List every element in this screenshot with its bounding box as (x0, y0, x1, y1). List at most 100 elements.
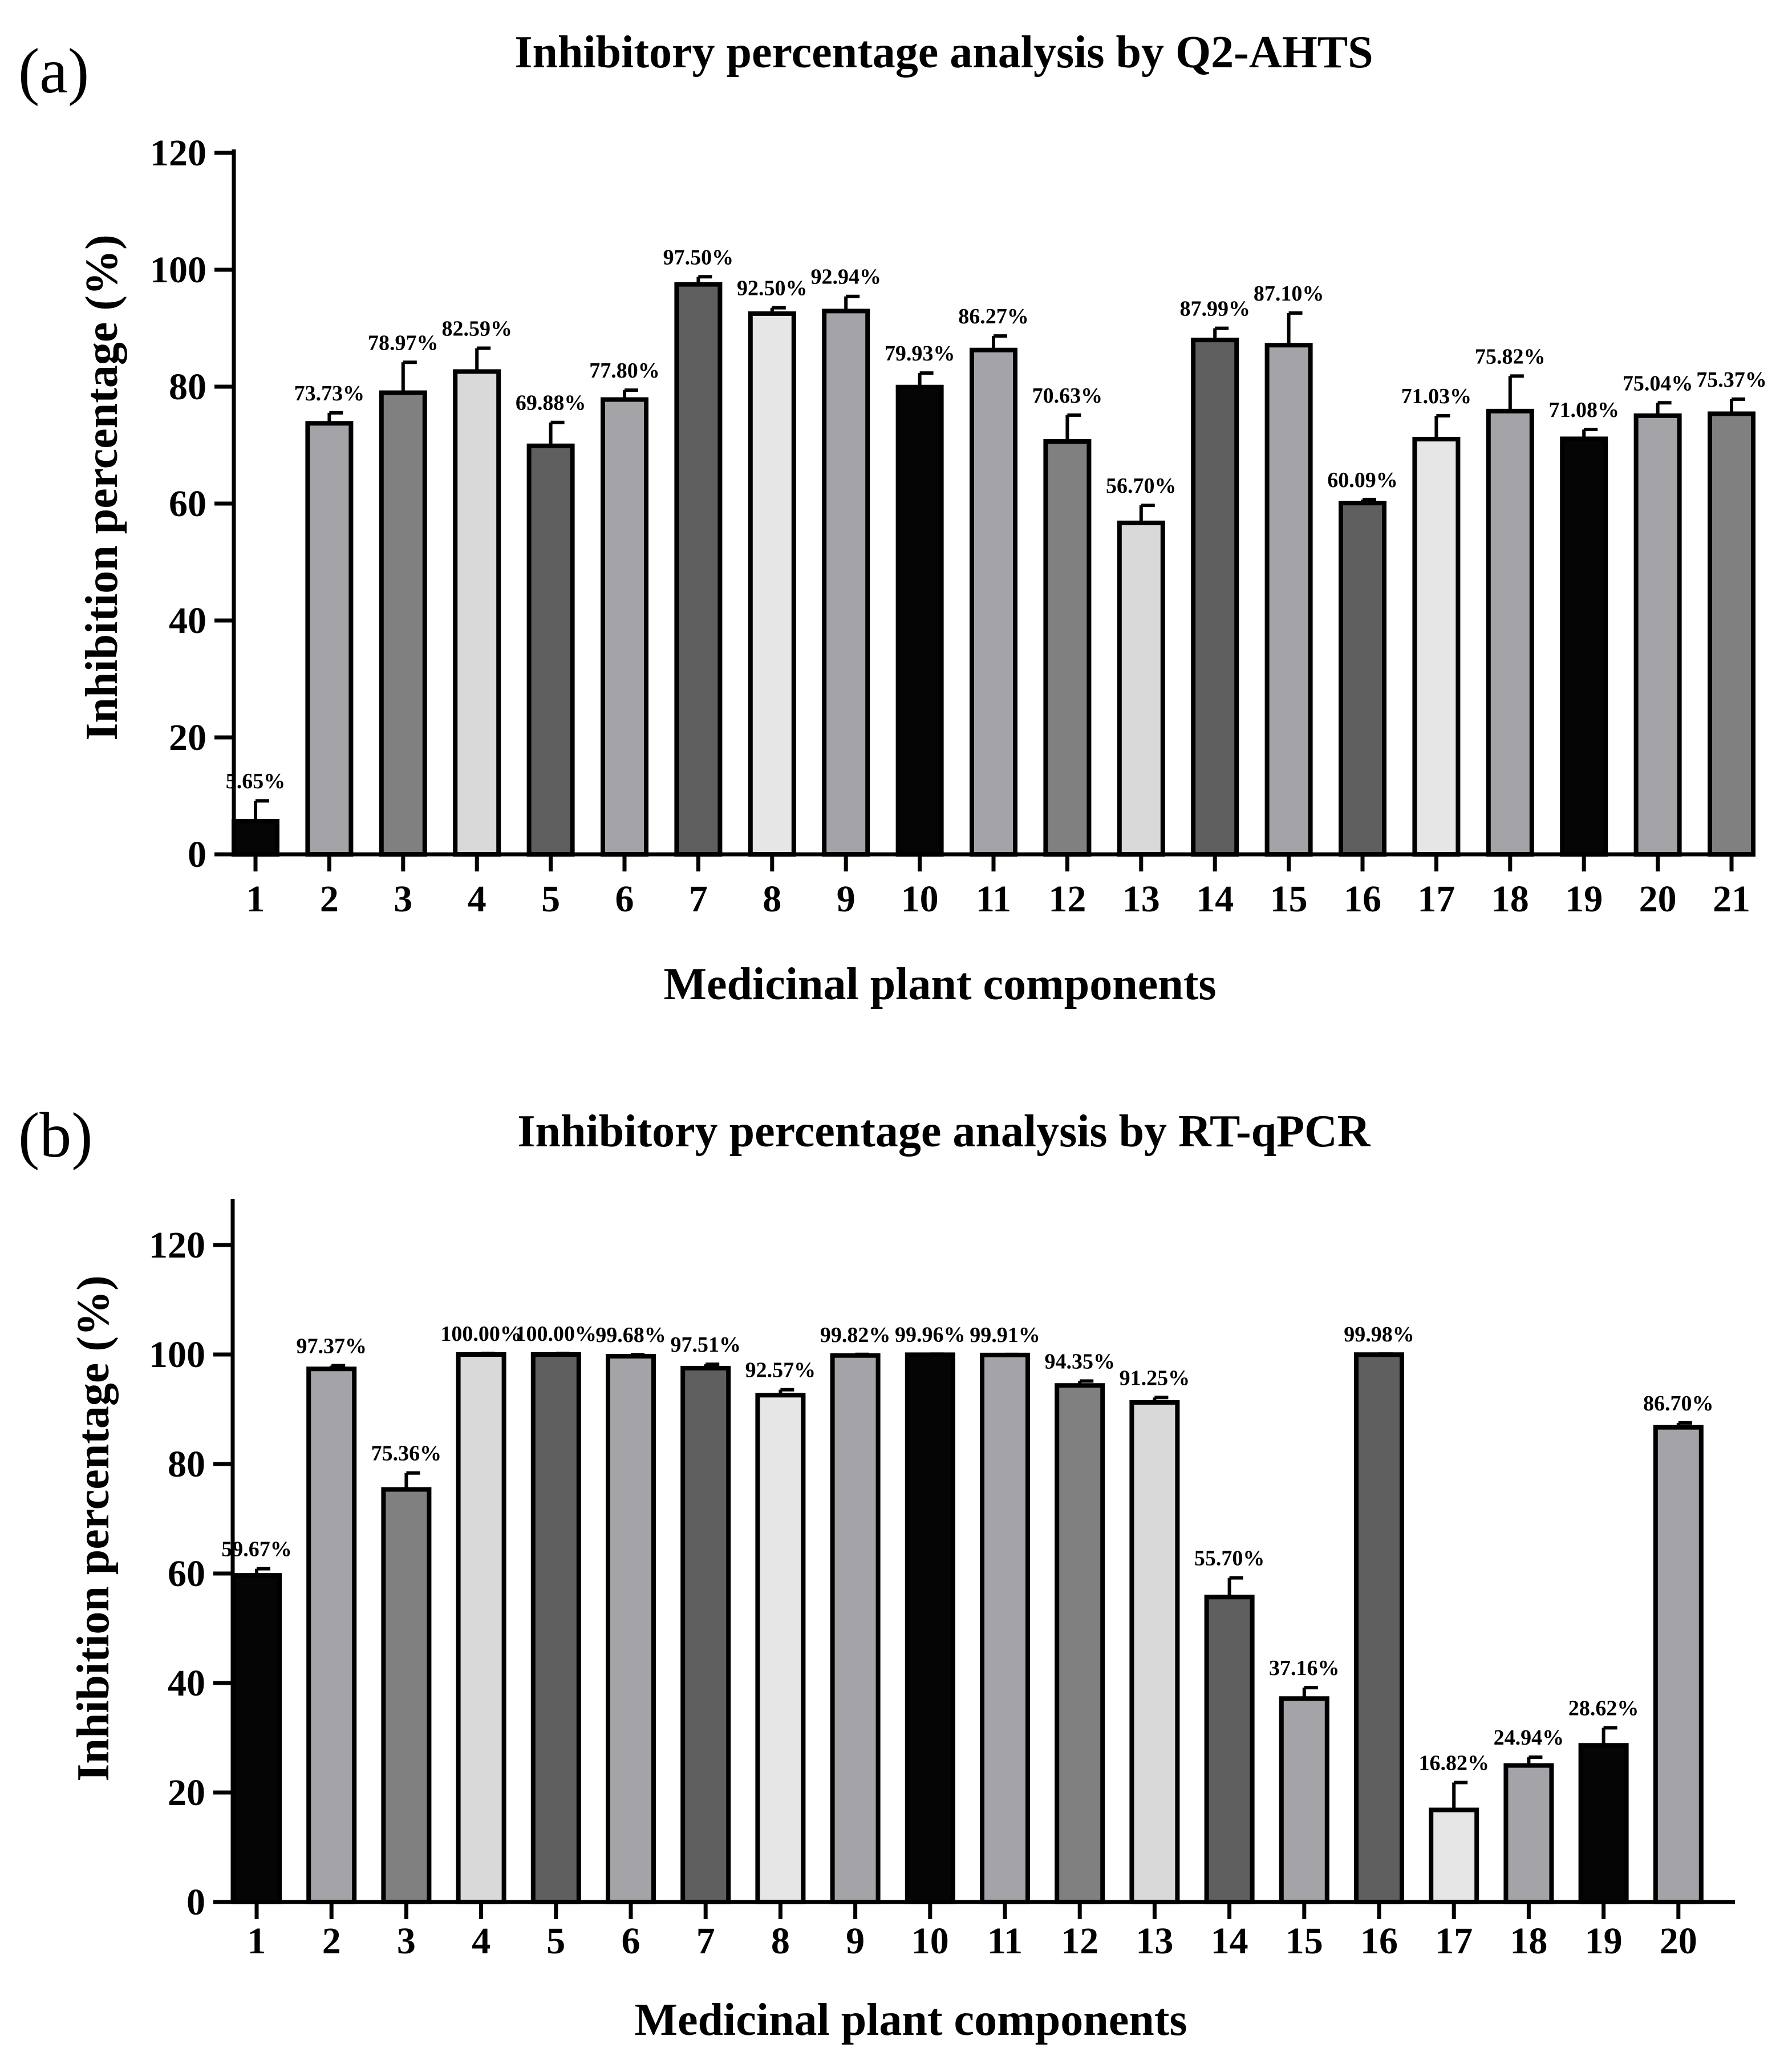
chart-a-x-tick-label: 20 (1639, 878, 1677, 920)
chart-b-y-tick-label: 80 (168, 1443, 205, 1485)
chart-a-data-label: 97.50% (663, 245, 734, 269)
chart-b-title: Inhibitory percentage analysis by RT-qPC… (517, 1106, 1371, 1157)
chart-a-x-tick-label: 14 (1196, 878, 1234, 920)
chart-b-data-label: 86.70% (1643, 1392, 1714, 1416)
chart-b-x-tick-label: 10 (911, 1920, 949, 1962)
chart-a-y-tick-label: 100 (150, 249, 206, 291)
chart-a-x-tick-label: 1 (246, 878, 265, 920)
chart-b-data-label: 55.70% (1194, 1547, 1265, 1571)
chart-b-x-tick-label: 6 (622, 1920, 640, 1962)
chart-a-y-axis-title: Inhibition percentage (%) (77, 234, 127, 740)
chart-b-data-label: 99.96% (895, 1323, 966, 1347)
chart-b-data-label: 24.94% (1494, 1726, 1564, 1750)
chart-b-data-label: 37.16% (1269, 1656, 1340, 1680)
chart-b-bar (232, 1573, 282, 1904)
chart-b-bar (1129, 1400, 1180, 1904)
chart-b-bar (381, 1487, 432, 1904)
chart-a-y-tick-label: 40 (169, 600, 206, 642)
chart-b-bar (1055, 1383, 1105, 1904)
chart-b-x-tick-label: 8 (771, 1920, 790, 1962)
chart-a-data-label: 79.93% (885, 342, 955, 366)
chart-b-data-label: 99.82% (820, 1323, 891, 1347)
chart-a-x-tick-label: 9 (837, 878, 856, 920)
chart-a-x-tick-label: 4 (468, 878, 486, 920)
chart-a-data-label: 75.04% (1623, 371, 1693, 395)
chart-b-y-tick-label: 0 (187, 1881, 205, 1923)
chart-b-bar (1279, 1696, 1329, 1904)
panel-a-letter: (a) (18, 36, 89, 107)
chart-a-x-tick-label: 17 (1417, 878, 1455, 920)
chart-a-bar (453, 369, 501, 857)
chart-b-x-tick-label: 9 (846, 1920, 865, 1962)
chart-b-x-tick-label: 3 (397, 1920, 416, 1962)
chart-a-x-tick-label: 7 (689, 878, 708, 920)
chart-a-data-label: 87.99% (1179, 297, 1250, 321)
chart-b-bar (830, 1353, 881, 1904)
chart-b-bar (530, 1352, 581, 1904)
chart-b-bar (1204, 1595, 1255, 1904)
chart-a-y-tick-label: 120 (150, 132, 206, 174)
chart-a-bar (1486, 408, 1534, 857)
chart-a-bar (1708, 411, 1755, 857)
chart-a-x-tick-label: 15 (1270, 878, 1308, 920)
chart-a-data-label: 86.27% (958, 305, 1029, 329)
chart-a-x-tick-label: 11 (976, 878, 1011, 920)
chart-a-bar (1117, 520, 1165, 857)
chart-b-x-tick-label: 2 (322, 1920, 341, 1962)
chart-a-data-label: 75.82% (1475, 344, 1546, 368)
chart-a-y-tick-label: 60 (169, 483, 206, 525)
chart-a-bar (674, 282, 723, 857)
chart-b-data-label: 28.62% (1568, 1697, 1639, 1721)
chart-a-bar (379, 390, 427, 857)
chart-a-plot: 0 20 40 60 80 100 120 1 5.65% 2 73.73% 3 78.97% 4 82.5… (150, 132, 1767, 920)
chart-a-x-tick-label: 6 (615, 878, 634, 920)
chart-a-bar (526, 443, 575, 857)
chart-b-y-tick-label: 120 (149, 1224, 205, 1266)
chart-b-bar (306, 1366, 357, 1905)
chart-b-x-tick-label: 13 (1136, 1920, 1173, 1962)
chart-b-y-tick-label: 60 (168, 1553, 205, 1595)
chart-b-y-tick-label: 100 (149, 1334, 205, 1376)
chart-b-data-label: 16.82% (1418, 1751, 1489, 1775)
chart-a-bar (1191, 338, 1239, 857)
chart-b-data-label: 99.91% (970, 1323, 1040, 1347)
chart-b-bar (680, 1365, 731, 1905)
chart-a-data-label: 71.08% (1548, 398, 1619, 422)
chart-a-bar (895, 384, 944, 857)
chart-b-x-tick-label: 15 (1286, 1920, 1323, 1962)
chart-a-data-label: 87.10% (1254, 282, 1324, 306)
chart-a-data-label: 71.03% (1401, 384, 1472, 408)
chart-a-data-label: 92.94% (810, 265, 881, 289)
chart-a-data-label: 69.88% (516, 391, 586, 415)
chart-b-data-label: 99.68% (595, 1323, 666, 1347)
chart-a-data-label: 60.09% (1327, 468, 1398, 492)
chart-b-plot: 0 20 40 60 80 100 120 1 59.67% 2 97.37% 3 75.36% 4 100… (149, 1199, 1735, 1962)
chart-b-x-tick-label: 11 (987, 1920, 1023, 1962)
chart-b-bar (1354, 1352, 1404, 1904)
chart-b-x-tick-label: 14 (1211, 1920, 1248, 1962)
chart-b-data-label: 100.00% (516, 1322, 597, 1346)
chart-a-x-tick-label: 16 (1344, 878, 1381, 920)
chart-a-data-label: 5.65% (226, 769, 286, 793)
chart-a-bar (822, 309, 870, 857)
chart-b-x-tick-label: 1 (248, 1920, 266, 1962)
chart-a-data-label: 70.63% (1032, 384, 1103, 408)
chart-b-x-tick-label: 17 (1435, 1920, 1473, 1962)
chart-b-data-label: 92.57% (745, 1358, 816, 1382)
chart-b-bar (1578, 1743, 1629, 1905)
chart-a-data-label: 77.80% (589, 359, 660, 383)
chart-b-bar (755, 1393, 806, 1904)
chart-a-bar (1412, 436, 1461, 857)
chart-b-bar (1503, 1763, 1554, 1904)
chart-a-bar (1043, 439, 1092, 857)
chart-b-x-tick-label: 5 (546, 1920, 565, 1962)
chart-a-data-label: 92.50% (737, 277, 808, 301)
chart-a-x-tick-label: 5 (541, 878, 560, 920)
chart-a-data-label: 75.37% (1696, 368, 1767, 392)
chart-a-data-label: 56.70% (1106, 474, 1177, 498)
chart-a-bar (1339, 501, 1386, 857)
chart-b-x-tick-label: 4 (472, 1920, 490, 1962)
chart-a-bar (970, 347, 1017, 857)
chart-b-y-tick-label: 20 (168, 1772, 205, 1814)
